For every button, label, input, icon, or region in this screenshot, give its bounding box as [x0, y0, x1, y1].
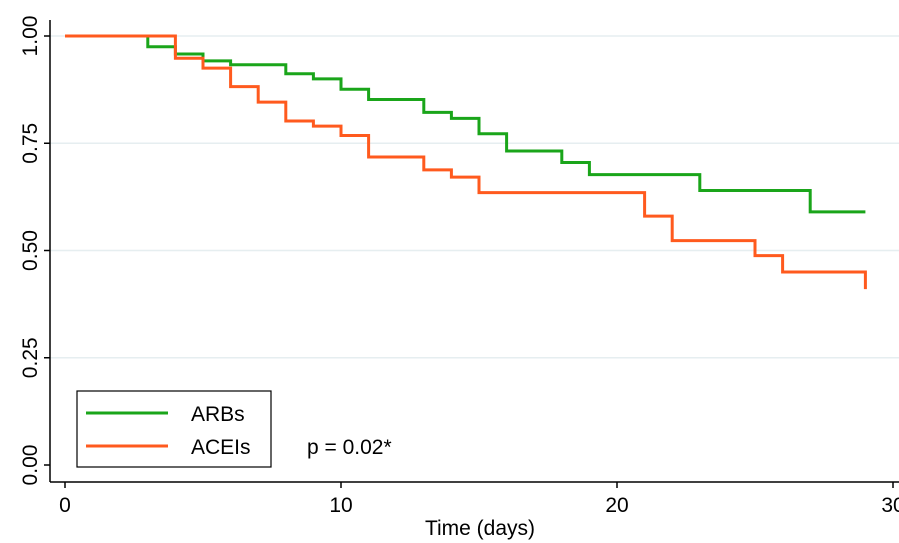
- p-value-annotation: p = 0.02*: [307, 436, 392, 459]
- y-tick-label-0: 0.00: [19, 445, 42, 486]
- x-axis-title: Time (days): [425, 517, 535, 540]
- legend: ARBs ACEIs: [76, 390, 272, 468]
- series-layer: [65, 34, 867, 290]
- gridlines: [50, 35, 899, 359]
- legend-label-aceis: ACEIs: [191, 436, 251, 459]
- series-line-arbs: [65, 34, 866, 214]
- legend-box: [76, 390, 272, 468]
- y-ticks: 0.00 0.25 0.50 0.75 1.00: [19, 16, 50, 486]
- x-tick-label-3: 30: [881, 494, 899, 517]
- x-tick-label-0: 0: [59, 494, 71, 517]
- y-tick-label-3: 0.75: [19, 123, 42, 164]
- legend-label-arbs: ARBs: [191, 403, 245, 426]
- x-ticks: 0 10 20 30: [59, 482, 899, 517]
- series-line-aceis: [65, 34, 867, 290]
- x-tick-label-1: 10: [329, 494, 352, 517]
- y-tick-label-2: 0.50: [19, 230, 42, 271]
- y-tick-label-1: 0.25: [19, 337, 42, 378]
- x-tick-label-2: 20: [605, 494, 628, 517]
- y-tick-label-4: 1.00: [19, 16, 42, 57]
